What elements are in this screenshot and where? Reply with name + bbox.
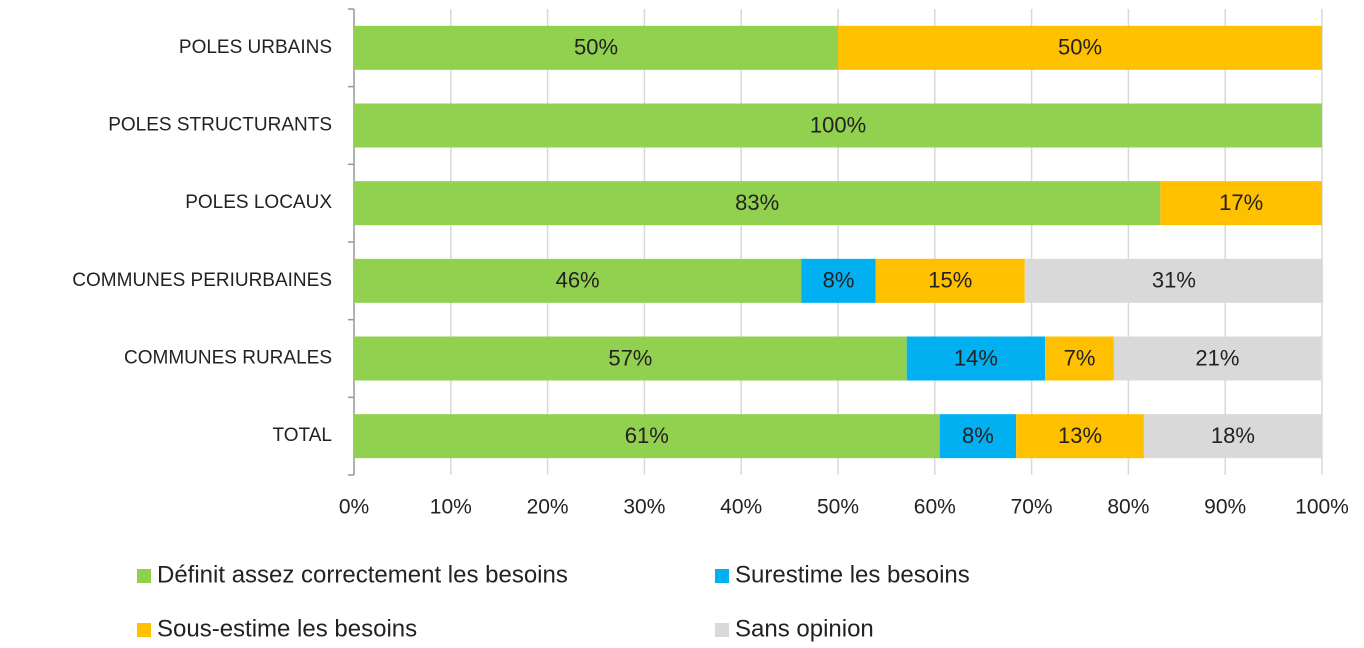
x-tick-label: 40%	[720, 496, 762, 519]
data-label: 17%	[1219, 190, 1263, 215]
data-label: 46%	[556, 268, 600, 293]
data-label: 50%	[574, 35, 618, 60]
legend-swatch	[137, 569, 151, 583]
data-label: 7%	[1064, 345, 1096, 370]
y-tick-label: POLES LOCAUX	[185, 192, 332, 213]
bar-segment	[1016, 414, 1144, 459]
bar-segment	[354, 336, 907, 381]
data-label: 21%	[1195, 345, 1239, 370]
data-label: 8%	[962, 423, 994, 448]
bar-segment	[354, 258, 802, 303]
legend-swatch	[137, 623, 151, 637]
legend-swatch	[715, 623, 729, 637]
x-tick-label: 10%	[430, 496, 472, 519]
bar-segment	[1143, 414, 1322, 459]
data-label: 31%	[1152, 268, 1196, 293]
y-tick-label: COMMUNES PERIURBAINES	[72, 270, 332, 291]
bar-segment	[875, 258, 1025, 303]
x-tick-label: 60%	[914, 496, 956, 519]
x-tick-label: 80%	[1107, 496, 1149, 519]
bar-segment	[838, 25, 1322, 70]
legend-label: Sous-estime les besoins	[157, 615, 417, 642]
data-label: 50%	[1058, 35, 1102, 60]
bar-segment	[906, 336, 1046, 381]
bar-segment	[354, 25, 838, 70]
x-tick-label: 70%	[1011, 496, 1053, 519]
bar-segment	[1024, 258, 1323, 303]
x-tick-label: 20%	[527, 496, 569, 519]
x-tick-label: 30%	[623, 496, 665, 519]
data-label: 18%	[1211, 423, 1255, 448]
data-label: 100%	[810, 112, 866, 137]
bar-segment	[354, 414, 940, 459]
bar-segment	[1113, 336, 1322, 381]
data-label: 13%	[1058, 423, 1102, 448]
data-label: 83%	[735, 190, 779, 215]
legend-label: Sans opinion	[735, 615, 874, 642]
bar-segment	[1160, 181, 1322, 226]
y-tick-label: POLES STRUCTURANTS	[108, 115, 332, 136]
bar-segment	[939, 414, 1017, 459]
data-label: 14%	[954, 345, 998, 370]
y-tick-label: TOTAL	[273, 425, 332, 446]
data-label: 8%	[823, 268, 855, 293]
legend-label: Surestime les besoins	[735, 561, 970, 588]
data-label: 61%	[625, 423, 669, 448]
bar-segment	[354, 103, 1322, 148]
bar-segment	[354, 181, 1161, 226]
bar-segment	[1045, 336, 1114, 381]
y-tick-label: COMMUNES RURALES	[124, 348, 332, 369]
x-tick-label: 100%	[1295, 496, 1349, 519]
legend-label: Définit assez correctement les besoins	[157, 561, 568, 588]
x-tick-label: 0%	[339, 496, 369, 519]
x-tick-label: 50%	[817, 496, 859, 519]
legend-swatch	[715, 569, 729, 583]
x-tick-label: 90%	[1204, 496, 1246, 519]
bar-segment	[801, 258, 876, 303]
data-label: 15%	[928, 268, 972, 293]
data-label: 57%	[608, 345, 652, 370]
y-tick-label: POLES URBAINS	[179, 37, 332, 58]
